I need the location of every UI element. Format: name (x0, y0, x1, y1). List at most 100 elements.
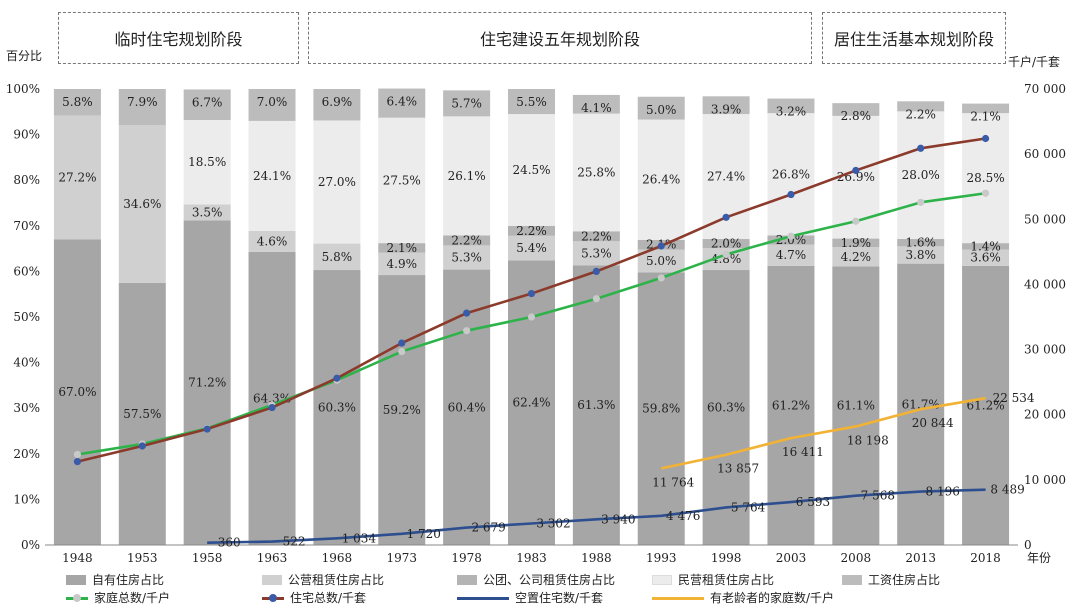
series-point (592, 295, 600, 303)
bar-segment (897, 246, 945, 264)
bar-value-label: 2.2% (905, 107, 936, 121)
legend-swatch (66, 592, 88, 604)
bar-value-label: 3.2% (776, 105, 807, 119)
x-axis-tick-label: 1993 (646, 551, 677, 565)
right-axis-tick-label: 20 000 (1024, 408, 1066, 422)
series-point (138, 442, 146, 450)
legend-swatch (262, 574, 282, 585)
left-axis-tick-label: 80% (13, 173, 40, 187)
legend-label: 自有住房占比 (92, 573, 165, 587)
series-point (917, 198, 925, 206)
bar-segment (702, 96, 750, 115)
bar-value-label: 61.3% (577, 398, 615, 412)
legend-swatch (652, 574, 672, 585)
legend-label: 民营租赁住房占比 (678, 573, 775, 587)
left-axis-title: 百分比 (6, 49, 43, 63)
series-point (852, 217, 860, 225)
bar-segment (572, 241, 620, 266)
right-axis-title: 千户/千套 (1008, 55, 1061, 69)
series-line (207, 488, 986, 544)
bar-value-label: 59.2% (383, 403, 421, 417)
line-value-label: 6 593 (796, 495, 830, 509)
bar-segment (962, 103, 1010, 114)
bar-segment (637, 96, 685, 120)
bar-value-label: 24.1% (253, 169, 291, 183)
line-value-label: 8 489 (990, 483, 1024, 497)
bar-value-label: 34.6% (123, 197, 161, 211)
bar-value-label: 5.3% (581, 246, 612, 260)
line-value-label: 2 679 (471, 521, 505, 535)
line-value-label: 16 411 (782, 445, 824, 459)
series-point (268, 403, 276, 412)
bar-segment (248, 120, 296, 231)
bar-value-label: 5.0% (646, 254, 677, 268)
bar-value-label: 2.1% (387, 241, 418, 255)
x-axis-tick-label: 1983 (516, 551, 547, 565)
legend-vacant-dwellings: 空置住宅数/千套 (457, 589, 603, 606)
bar-value-label: 2.8% (841, 109, 872, 123)
bar-segment (183, 89, 231, 121)
x-axis-tick-label: 1948 (62, 551, 93, 565)
phase-temporary-housing: 临时住宅规划阶段 (58, 12, 299, 64)
series-point (527, 289, 536, 298)
bar-value-label: 6.4% (387, 95, 418, 109)
legend-label: 家庭总数/千户 (94, 591, 171, 605)
series-point (657, 242, 665, 250)
bar-segment (962, 243, 1010, 250)
bar-segment (897, 239, 945, 247)
series-point (722, 250, 730, 259)
line-value-label: 522 (283, 535, 306, 549)
bar-value-label: 3.9% (711, 102, 742, 116)
bar-value-label: 3.5% (192, 205, 223, 219)
bar-segment (897, 111, 945, 240)
x-axis-tick-label: 1988 (581, 551, 612, 565)
bar-segment (572, 113, 620, 232)
bar-segment (378, 117, 426, 244)
legend-swatch (457, 574, 477, 585)
bar-segment (443, 235, 491, 246)
x-axis-tick-label: 2013 (905, 551, 936, 565)
bar-segment (443, 245, 491, 270)
left-axis-tick-label: 0% (21, 538, 40, 552)
bar-value-label: 3.8% (905, 248, 936, 262)
bar-value-label: 2.2% (516, 224, 547, 238)
legend-label: 公团、公司租赁住房占比 (483, 573, 616, 587)
phase-five-year-plan: 住宅建设五年规划阶段 (308, 12, 812, 64)
series-point (657, 274, 665, 282)
bar-segment (767, 98, 815, 114)
chart-legend: 自有住房占比 公营租赁住房占比 公团、公司租赁住房占比 民营租赁住房占比 工资住… (66, 569, 1046, 605)
bar-value-label: 26.8% (772, 167, 810, 181)
series-point (981, 134, 990, 143)
line-value-label: 360 (218, 536, 241, 550)
legend-corporate-rental: 公团、公司租赁住房占比 (457, 571, 615, 588)
x-axis-unit-label: 年份 (1027, 551, 1051, 565)
bar-segment (702, 239, 750, 249)
bar-segment (897, 101, 945, 112)
bar-value-label: 2.2% (451, 233, 482, 247)
bar-value-label: 4.1% (581, 101, 612, 115)
bar-segment (248, 89, 296, 121)
bar-value-label: 18.5% (188, 155, 226, 169)
series-point (917, 144, 925, 152)
bar-value-label: 5.0% (646, 103, 677, 117)
line-value-label: 20 844 (912, 416, 954, 430)
legend-employer-housing: 工资住房占比 (842, 571, 940, 588)
legend-private-rental: 民营租赁住房占比 (652, 571, 774, 588)
series-point (592, 267, 600, 275)
left-axis-tick-label: 90% (13, 128, 40, 142)
bar-segment (508, 260, 555, 545)
bar-value-label: 62.4% (512, 396, 550, 410)
bar-value-label: 26.4% (642, 173, 680, 187)
bar-segment (378, 275, 426, 545)
bar-value-label: 60.4% (448, 400, 486, 414)
bar-segment (443, 90, 491, 117)
bar-value-label: 2.0% (711, 237, 742, 251)
bar-value-label: 27.4% (707, 170, 745, 184)
bar-value-label: 24.5% (512, 163, 550, 177)
left-axis-tick-label: 50% (13, 310, 40, 324)
left-axis-tick-label: 30% (13, 401, 40, 415)
series-line (660, 396, 986, 470)
bar-segment (378, 252, 426, 276)
x-axis-tick-label: 2008 (841, 551, 872, 565)
